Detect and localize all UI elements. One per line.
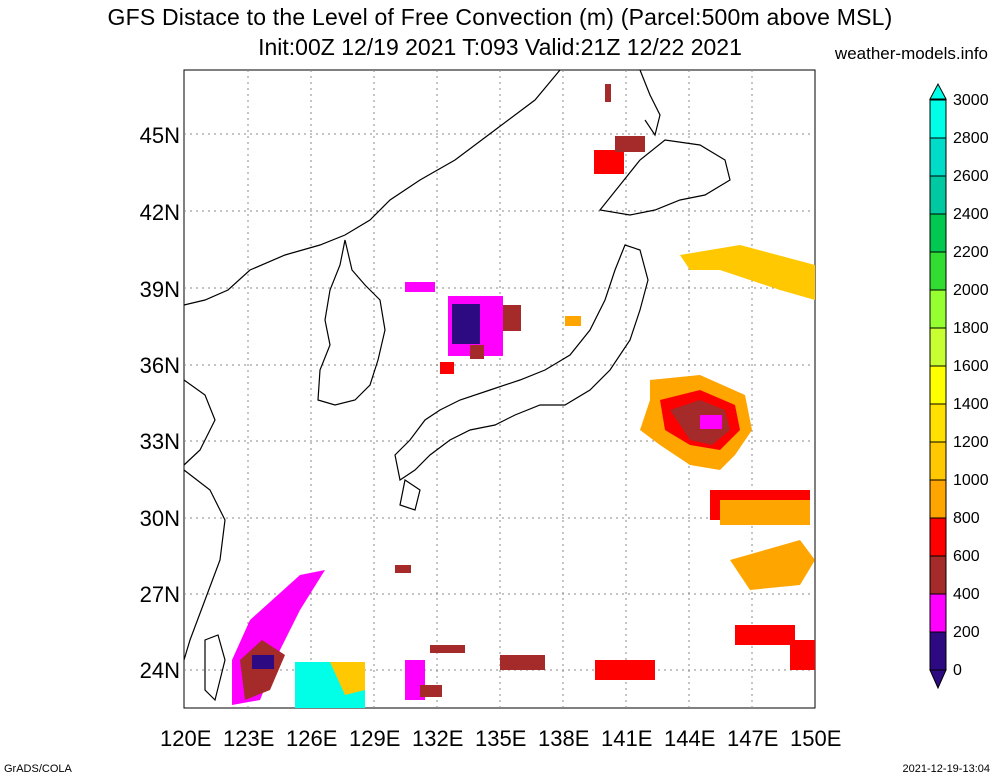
- colorbar: [929, 82, 947, 690]
- field-patch: [395, 565, 411, 573]
- sakhalin-coast: [639, 69, 661, 137]
- colorbar-swatch: [929, 441, 947, 481]
- colorbar-label-200: 200: [953, 624, 980, 641]
- lfc-shading: [232, 84, 815, 708]
- field-patch: [440, 362, 454, 374]
- field-patch: [430, 645, 465, 653]
- coastlines: [183, 69, 731, 702]
- colorbar-label-3000: 3000: [953, 92, 989, 109]
- china-south-coast: [183, 469, 226, 661]
- colorbar-label-2600: 2600: [953, 168, 989, 185]
- lat-label-39n: 39N: [139, 277, 180, 302]
- colorbar-label-1200: 1200: [953, 434, 989, 451]
- lat-label-33n: 33N: [139, 429, 180, 454]
- field-patch: [595, 660, 655, 680]
- colorbar-label-1800: 1800: [953, 320, 989, 337]
- colorbar-swatch: [929, 479, 947, 519]
- colorbar-bottom-arrow: [929, 669, 947, 690]
- colorbar-swatch: [929, 555, 947, 595]
- lon-label-120e: 120E: [160, 726, 212, 751]
- colorbar-label-2400: 2400: [953, 206, 989, 223]
- colorbar-label-2800: 2800: [953, 130, 989, 147]
- lon-label-132e: 132E: [412, 726, 464, 751]
- lon-label-147e: 147E: [727, 726, 779, 751]
- map-title: GFS Distace to the Level of Free Convect…: [107, 4, 893, 30]
- field-patch: [452, 304, 480, 344]
- kyushu-coast: [399, 479, 421, 511]
- field-patch: [680, 245, 815, 300]
- colorbar-label-400: 400: [953, 586, 980, 603]
- lon-label-126e: 126E: [286, 726, 338, 751]
- colorbar-swatch: [929, 517, 947, 557]
- china-coast: [183, 379, 216, 466]
- field-patch: [565, 316, 581, 326]
- field-patch: [730, 540, 815, 590]
- field-patch: [330, 662, 365, 695]
- site-credit[interactable]: weather-models.info: [834, 44, 988, 63]
- korea-coast: [317, 239, 386, 406]
- colorbar-label-600: 600: [953, 548, 980, 565]
- colorbar-swatch: [929, 403, 947, 443]
- field-patch: [500, 655, 545, 670]
- field-patch: [720, 500, 810, 525]
- field-patch: [420, 685, 442, 697]
- lon-label-129e: 129E: [349, 726, 401, 751]
- field-patch: [615, 136, 645, 152]
- colorbar-label-1400: 1400: [953, 396, 989, 413]
- lon-label-141e: 141E: [601, 726, 653, 751]
- colorbar-top-arrow: [929, 82, 947, 100]
- colorbar-label-800: 800: [953, 510, 980, 527]
- footer-timestamp: 2021-12-19-13:04: [902, 763, 990, 775]
- field-patch: [700, 415, 722, 429]
- colorbar-swatch: [929, 137, 947, 177]
- colorbar-label-0: 0: [953, 662, 962, 679]
- field-patch: [790, 640, 815, 670]
- field-patch: [594, 150, 624, 174]
- colorbar-swatch: [929, 251, 947, 291]
- lat-label-30n: 30N: [139, 506, 180, 531]
- lat-label-45n: 45N: [139, 123, 180, 148]
- map-subtitle: Init:00Z 12/19 2021 T:093 Valid:21Z 12/2…: [258, 34, 742, 60]
- lon-label-123e: 123E: [223, 726, 275, 751]
- colorbar-swatch: [929, 99, 947, 139]
- field-patch: [605, 84, 611, 102]
- field-patch: [503, 305, 521, 331]
- field-patch: [735, 625, 795, 645]
- colorbar-swatch: [929, 213, 947, 253]
- field-patch: [405, 282, 435, 292]
- lat-label-24n: 24N: [139, 658, 180, 683]
- colorbar-label-2200: 2200: [953, 244, 989, 261]
- field-patch: [470, 345, 484, 359]
- lon-label-138e: 138E: [538, 726, 590, 751]
- colorbar-swatch: [929, 593, 947, 633]
- japan-honshu-coast: [394, 244, 649, 481]
- lat-label-36n: 36N: [139, 353, 180, 378]
- colorbar-swatch: [929, 289, 947, 329]
- hokkaido-coast: [598, 139, 731, 216]
- lat-label-27n: 27N: [139, 582, 180, 607]
- lon-label-150e: 150E: [790, 726, 842, 751]
- colorbar-swatch: [929, 631, 947, 671]
- colorbar-label-1600: 1600: [953, 358, 989, 375]
- lat-label-42n: 42N: [139, 200, 180, 225]
- colorbar-label-1000: 1000: [953, 472, 989, 489]
- colorbar-swatch: [929, 327, 947, 367]
- taiwan-coast: [204, 634, 226, 702]
- lon-label-144e: 144E: [664, 726, 716, 751]
- colorbar-swatch: [929, 365, 947, 405]
- field-patch: [252, 655, 274, 669]
- footer-software: GrADS/COLA: [4, 763, 72, 775]
- mainland-coast: [183, 69, 561, 306]
- colorbar-label-2000: 2000: [953, 282, 989, 299]
- colorbar-swatch: [929, 175, 947, 215]
- lon-label-135e: 135E: [475, 726, 527, 751]
